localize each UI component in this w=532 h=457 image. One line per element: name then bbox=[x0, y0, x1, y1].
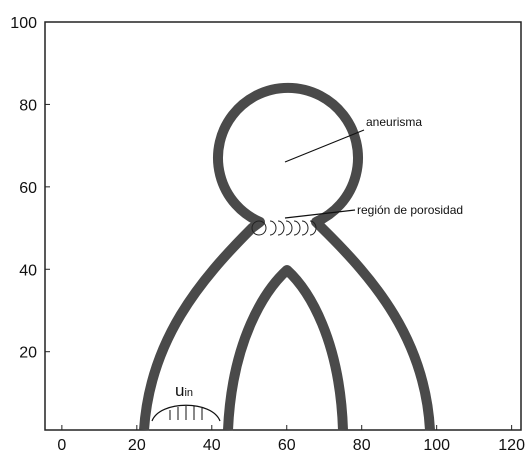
x-tick-label: 80 bbox=[353, 437, 371, 454]
vessel-inner-wall bbox=[223, 265, 348, 431]
leader-line bbox=[284, 209, 356, 219]
plot-frame bbox=[44, 21, 522, 431]
y-tick-label: 80 bbox=[19, 97, 37, 114]
porosity-label: región de porosidad bbox=[357, 203, 463, 217]
vessel-outer-wall bbox=[139, 82, 435, 431]
x-tick-label: 0 bbox=[57, 437, 66, 454]
x-tick-label: 40 bbox=[203, 437, 221, 454]
y-tick-label: 20 bbox=[19, 345, 37, 362]
x-tick-label: 120 bbox=[498, 437, 525, 454]
x-tick-label: 20 bbox=[128, 437, 146, 454]
aneurysm-label: aneurisma bbox=[366, 115, 422, 129]
inlet bbox=[151, 404, 221, 422]
inlet-symbol: u bbox=[175, 381, 184, 400]
x-tick-label: 100 bbox=[423, 437, 450, 454]
inlet-subscript: in bbox=[184, 387, 193, 399]
inlet-label: uin bbox=[175, 381, 193, 400]
vessel bbox=[139, 82, 435, 431]
y-tick-label: 40 bbox=[19, 262, 37, 279]
y-tick-label: 100 bbox=[10, 15, 37, 32]
x-tick-label: 60 bbox=[278, 437, 296, 454]
porosity-region bbox=[251, 220, 317, 236]
leader-line bbox=[284, 129, 365, 163]
y-tick-label: 60 bbox=[19, 180, 37, 197]
